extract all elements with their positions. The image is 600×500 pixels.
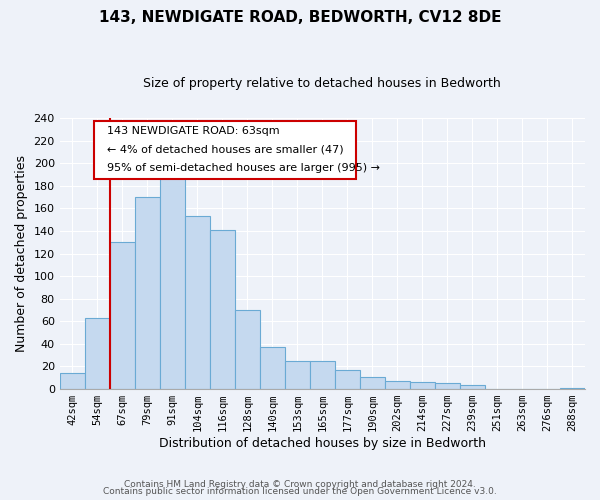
FancyBboxPatch shape <box>94 121 356 179</box>
Bar <box>59 374 85 389</box>
Bar <box>410 382 435 389</box>
Bar <box>560 388 585 389</box>
Bar <box>210 230 235 389</box>
Bar <box>85 318 110 389</box>
Bar <box>160 163 185 389</box>
Bar <box>185 216 210 389</box>
Bar <box>135 197 160 389</box>
X-axis label: Distribution of detached houses by size in Bedworth: Distribution of detached houses by size … <box>159 437 486 450</box>
Bar <box>435 384 460 389</box>
Bar <box>110 242 135 389</box>
Title: Size of property relative to detached houses in Bedworth: Size of property relative to detached ho… <box>143 78 501 90</box>
Text: 143 NEWDIGATE ROAD: 63sqm: 143 NEWDIGATE ROAD: 63sqm <box>107 126 280 136</box>
Bar <box>235 310 260 389</box>
Bar <box>310 361 335 389</box>
Text: 143, NEWDIGATE ROAD, BEDWORTH, CV12 8DE: 143, NEWDIGATE ROAD, BEDWORTH, CV12 8DE <box>99 10 501 25</box>
Text: Contains public sector information licensed under the Open Government Licence v3: Contains public sector information licen… <box>103 487 497 496</box>
Bar <box>385 381 410 389</box>
Bar <box>260 348 285 389</box>
Text: 95% of semi-detached houses are larger (995) →: 95% of semi-detached houses are larger (… <box>107 162 380 172</box>
Bar <box>335 370 360 389</box>
Bar <box>360 376 385 389</box>
Text: ← 4% of detached houses are smaller (47): ← 4% of detached houses are smaller (47) <box>107 144 344 154</box>
Bar <box>285 361 310 389</box>
Text: Contains HM Land Registry data © Crown copyright and database right 2024.: Contains HM Land Registry data © Crown c… <box>124 480 476 489</box>
Bar <box>460 384 485 389</box>
Y-axis label: Number of detached properties: Number of detached properties <box>15 155 28 352</box>
